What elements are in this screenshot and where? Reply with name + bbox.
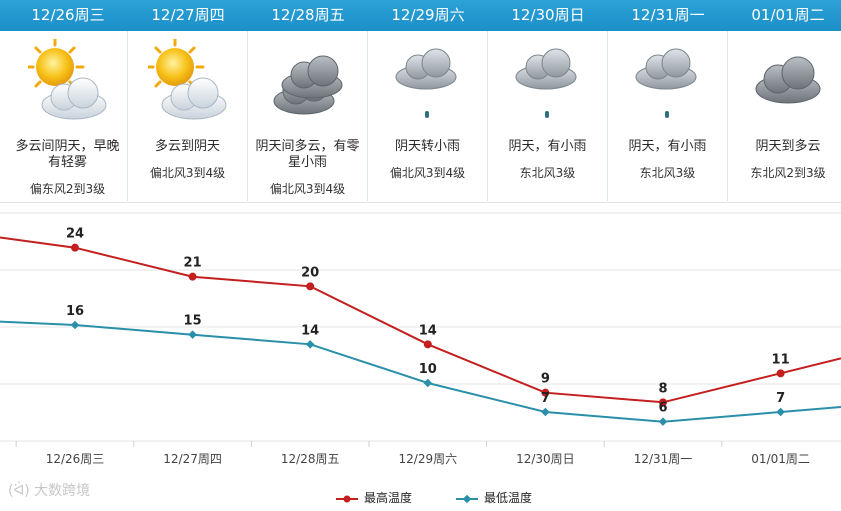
low-temp-point xyxy=(423,378,433,388)
forecast-card-3: 阴天间多云，有零星小雨 偏北风3到4级 xyxy=(248,31,368,201)
legend-low: 最低温度 xyxy=(456,489,532,506)
light-rain-icon xyxy=(635,48,697,118)
day-date-3: 12/28周五 xyxy=(271,6,345,24)
low-temp-label: 7 xyxy=(541,391,550,406)
x-tick-label: 12/27周四 xyxy=(163,452,222,466)
temperature-chart-svg: 12/26周三 12/27周四 12/28周五 12/29周六 12/30周日 12/31… xyxy=(0,212,841,466)
forecast-wind-4: 偏北风3到4级 xyxy=(389,166,466,180)
x-tick-label: 12/28周五 xyxy=(281,452,340,466)
x-tick-label: 12/30周日 xyxy=(516,452,575,466)
light-rain-icon xyxy=(395,48,457,118)
chart-grid xyxy=(0,212,841,447)
forecast-desc-2: 多云到阴天 xyxy=(154,139,220,154)
legend-low-swatch xyxy=(456,494,478,503)
overcast-icon xyxy=(273,55,343,115)
high-temp-label: 20 xyxy=(301,265,319,280)
forecast-card-1: 多云间阴天，早晚有轻雾 偏东风2到3级 xyxy=(8,31,128,201)
high-temp-label: 24 xyxy=(66,227,84,242)
low-temp-label: 16 xyxy=(66,304,84,319)
forecast-card-7: 阴天到多云 东北风2到3级 xyxy=(728,31,841,201)
forecast-wind-6: 东北风3级 xyxy=(639,166,696,180)
low-temp-label: 14 xyxy=(301,323,319,338)
watermark: (ᐛ) 大数跨境 xyxy=(8,480,90,500)
low-temp-point xyxy=(541,407,550,417)
partly-cloudy-icon xyxy=(148,39,227,120)
temperature-chart: 12/26周三 12/27周四 12/28周五 12/29周六 12/30周日 12/31… xyxy=(0,203,841,511)
day-date-7: 01/01周二 xyxy=(751,6,825,24)
overcast-icon xyxy=(755,56,821,104)
forecast-wind-1: 偏东风2到3级 xyxy=(29,182,106,196)
forecast-cards: 多云间阴天，早晚有轻雾 偏东风2到3级 多云到阴天 偏北风3到4级 xyxy=(0,31,841,201)
day-date-2: 12/27周四 xyxy=(151,6,225,24)
forecast-wind-5: 东北风3级 xyxy=(519,166,576,180)
low-temp-point xyxy=(188,330,197,339)
legend-low-label: 最低温度 xyxy=(484,491,533,505)
high-temp-label: 14 xyxy=(419,323,437,338)
day-date-5: 12/30周日 xyxy=(511,6,585,24)
forecast-wind-7: 东北风2到3级 xyxy=(750,166,826,180)
forecast-wind-2: 偏北风3到4级 xyxy=(149,166,226,180)
low-temp-label: 7 xyxy=(776,391,785,406)
forecast-card-4: 阴天转小雨 偏北风3到4级 xyxy=(368,31,488,201)
low-temp-point xyxy=(776,407,785,417)
watermark-logo-icon: (ᐛ) xyxy=(8,483,30,499)
day-date-4: 12/29周六 xyxy=(391,6,465,24)
chart-series: 24 21 20 14 9 8 11 16 15 14 10 7 6 7 xyxy=(0,227,841,426)
legend-high: 最高温度 xyxy=(336,489,412,506)
watermark-text: 大数跨境 xyxy=(34,483,91,499)
forecast-card-6: 阴天，有小雨 东北风3级 xyxy=(608,31,728,201)
high-temp-line xyxy=(0,236,841,404)
high-temp-point xyxy=(71,243,79,252)
day-date-6: 12/31周一 xyxy=(631,6,705,24)
forecast-header: 12/26周三 12/27周四 12/28周五 12/29周六 12/30周日 … xyxy=(0,0,841,31)
x-tick-label: 12/26周三 xyxy=(46,452,105,466)
legend-high-label: 最高温度 xyxy=(364,491,413,505)
forecast-card-5: 阴天，有小雨 东北风3级 xyxy=(488,31,608,201)
high-temp-label: 9 xyxy=(541,372,550,387)
low-temp-point xyxy=(658,417,668,426)
high-temp-label: 21 xyxy=(184,256,202,271)
low-temp-label: 6 xyxy=(658,401,667,416)
forecast-desc-4: 阴天转小雨 xyxy=(394,139,460,154)
forecast-wind-3: 偏北风3到4级 xyxy=(269,182,346,196)
high-temp-point xyxy=(541,388,550,397)
forecast-desc-5: 阴天，有小雨 xyxy=(508,139,587,154)
forecast-desc-3: 阴天间多云，有零星小雨 xyxy=(255,139,360,170)
high-temp-label: 8 xyxy=(658,381,667,396)
x-tick-label: 01/01周二 xyxy=(751,452,810,466)
high-temp-point xyxy=(776,369,785,378)
high-temp-point xyxy=(423,340,432,349)
forecast-desc-7: 阴天到多云 xyxy=(755,139,821,154)
high-temp-point xyxy=(188,272,197,281)
day-date-1: 12/26周三 xyxy=(31,6,105,24)
low-temp-label: 10 xyxy=(419,362,437,377)
x-tick-label: 12/31周一 xyxy=(634,452,693,466)
chart-x-labels: 12/26周三 12/27周四 12/28周五 12/29周六 12/30周日 12/31… xyxy=(46,452,810,466)
section-divider xyxy=(0,202,841,203)
x-tick-label: 12/29周六 xyxy=(399,452,458,466)
high-temp-point xyxy=(659,398,667,407)
low-temp-point xyxy=(70,320,80,330)
low-temp-point xyxy=(305,340,315,349)
forecast-card-2: 多云到阴天 偏北风3到4级 xyxy=(128,31,248,201)
high-temp-point xyxy=(306,282,315,291)
high-temp-label: 11 xyxy=(772,352,790,367)
low-temp-label: 15 xyxy=(184,314,202,329)
legend-high-swatch xyxy=(336,495,358,502)
partly-cloudy-icon xyxy=(28,39,107,120)
forecast-desc-6: 阴天，有小雨 xyxy=(628,139,707,154)
forecast-desc-1: 多云间阴天，早晚有轻雾 xyxy=(15,139,120,170)
light-rain-icon xyxy=(515,48,577,118)
